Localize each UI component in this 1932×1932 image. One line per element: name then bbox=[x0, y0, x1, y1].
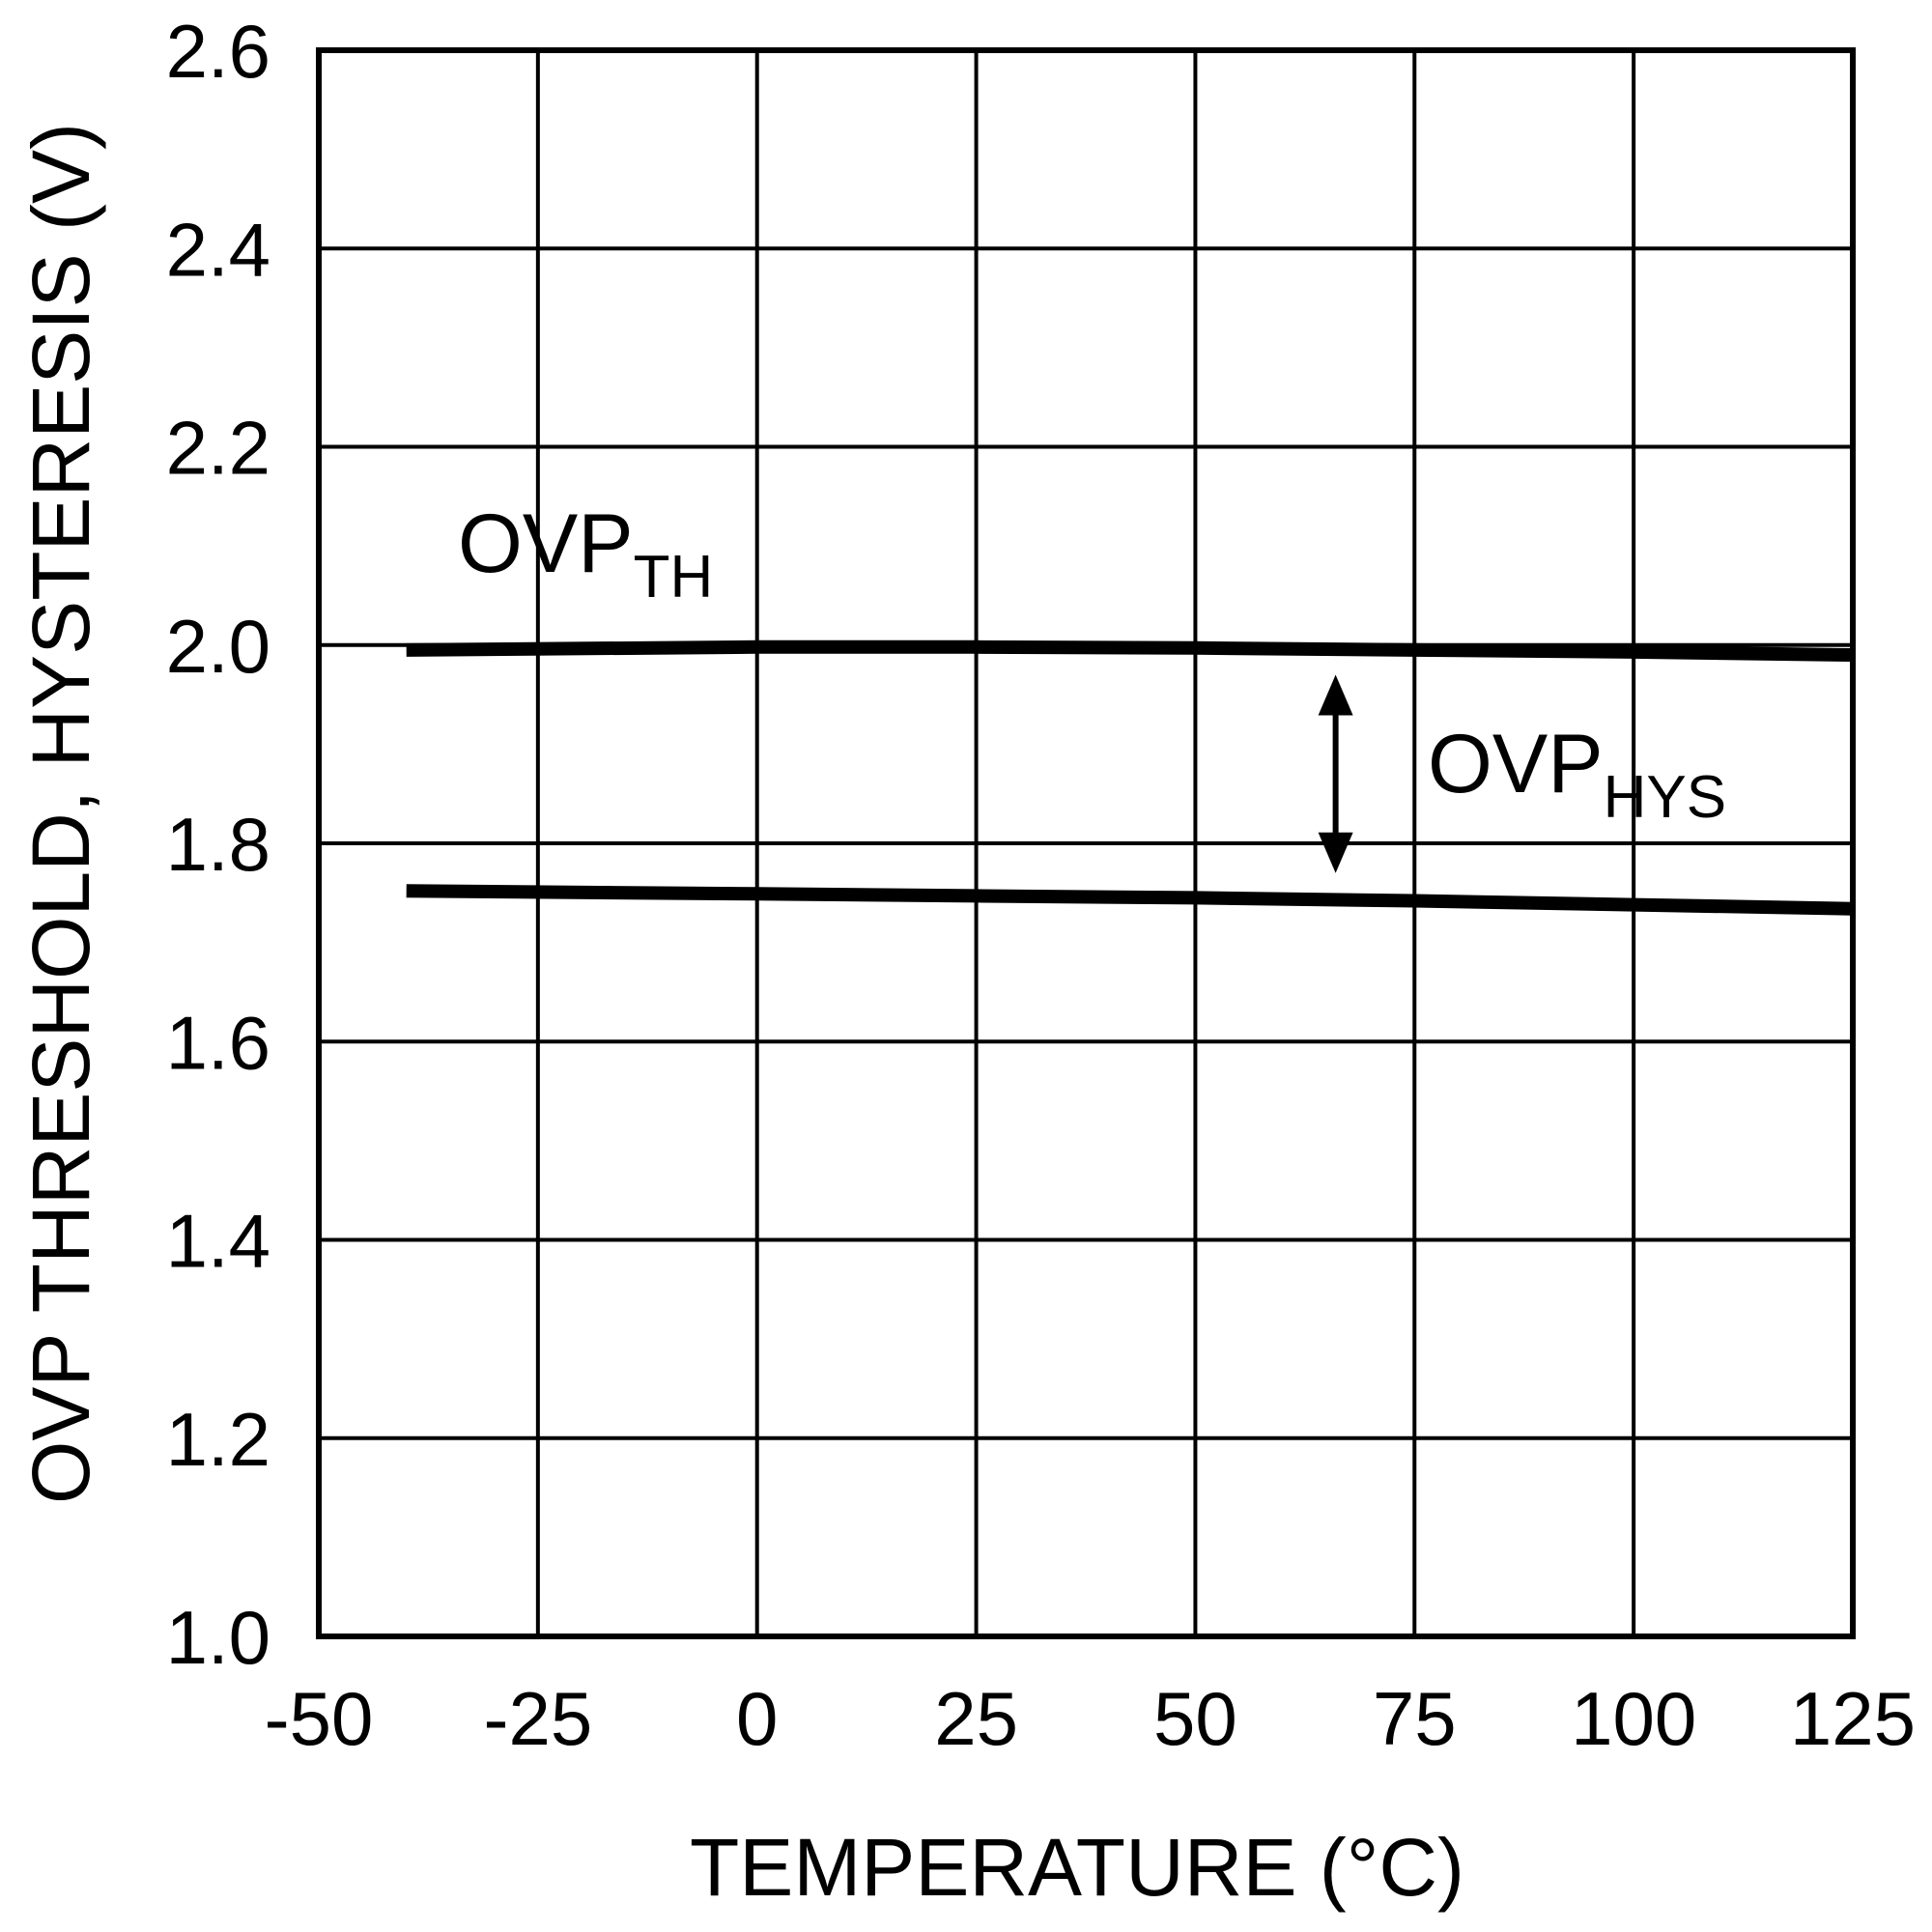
series-label-main: OVP bbox=[458, 497, 634, 590]
x-tick-label: 0 bbox=[736, 1676, 778, 1761]
x-tick-labels: -50 -25 0 25 50 75 100 125 bbox=[265, 1676, 1916, 1761]
hysteresis-arrow-head-up bbox=[1318, 674, 1353, 716]
series-label-sub: HYS bbox=[1604, 764, 1726, 831]
y-tick-label: 1.8 bbox=[166, 802, 270, 887]
x-tick-label: -50 bbox=[265, 1676, 374, 1761]
y-axis-title: OVP THRESHOLD, HYSTERESIS (V) bbox=[15, 123, 106, 1504]
series-label-main: OVP bbox=[1428, 718, 1604, 810]
y-tick-label: 2.6 bbox=[166, 9, 270, 94]
series-label-sub: TH bbox=[634, 544, 714, 611]
x-tick-label: 100 bbox=[1571, 1676, 1696, 1761]
y-tick-label: 1.6 bbox=[166, 1000, 270, 1085]
annotation-layer bbox=[1318, 674, 1353, 873]
y-tick-label: 1.0 bbox=[166, 1595, 270, 1680]
x-tick-label: 75 bbox=[1373, 1676, 1457, 1761]
series-label-ovp-th: OVPTH bbox=[458, 497, 713, 611]
series-line-ovp-th bbox=[406, 639, 1854, 662]
x-tick-label: 25 bbox=[934, 1676, 1018, 1761]
x-tick-label: -25 bbox=[483, 1676, 592, 1761]
y-tick-label: 2.4 bbox=[166, 207, 270, 292]
series-label-ovp-hys: OVPHYS bbox=[1428, 718, 1726, 831]
y-tick-label: 2.2 bbox=[166, 406, 270, 491]
plot-frame bbox=[316, 47, 1856, 1639]
y-tick-label: 2.0 bbox=[166, 604, 270, 689]
y-tick-label: 1.4 bbox=[166, 1199, 270, 1284]
y-tick-labels: 1.0 1.2 1.4 1.6 1.8 2.0 2.2 2.4 2.6 bbox=[166, 9, 270, 1680]
x-tick-label: 125 bbox=[1790, 1676, 1916, 1761]
series-line-ovp-hys bbox=[406, 884, 1854, 916]
x-axis-title: TEMPERATURE (°C) bbox=[690, 1822, 1464, 1913]
hysteresis-arrow bbox=[1318, 674, 1353, 873]
grid bbox=[317, 48, 1855, 1638]
series-layer bbox=[406, 639, 1854, 916]
hysteresis-arrow-head-down bbox=[1318, 832, 1353, 873]
y-tick-label: 1.2 bbox=[166, 1397, 270, 1482]
x-tick-label: 50 bbox=[1153, 1676, 1237, 1761]
